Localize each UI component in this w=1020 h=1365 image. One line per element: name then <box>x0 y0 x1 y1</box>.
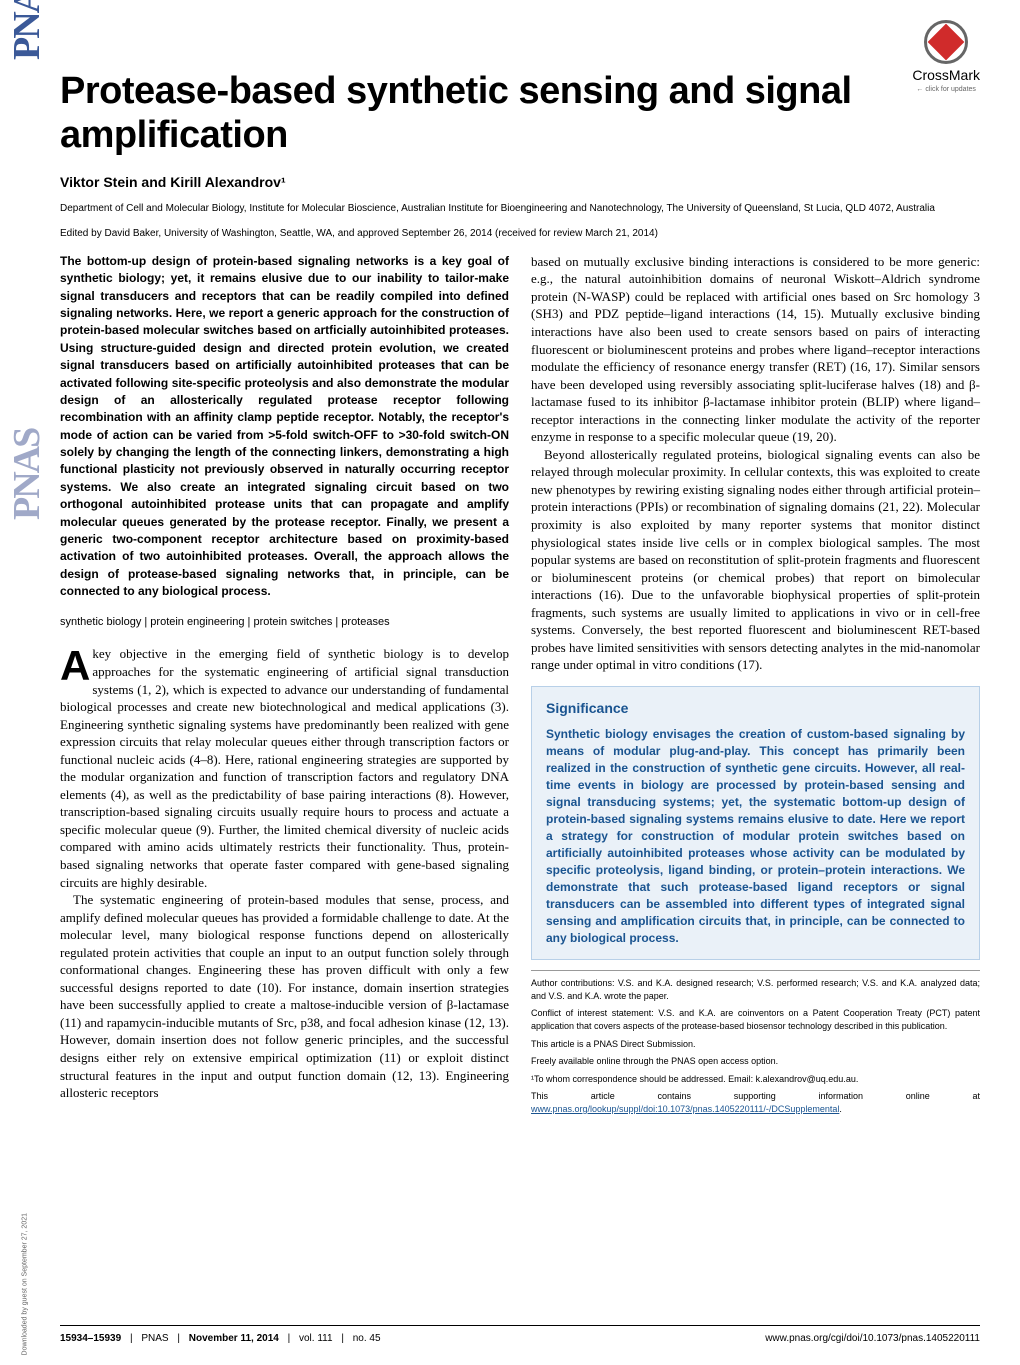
footer-pages: 15934–15939 <box>60 1333 121 1344</box>
fn-submission: This article is a PNAS Direct Submission… <box>531 1038 980 1051</box>
fn-freely: Freely available online through the PNAS… <box>531 1055 980 1068</box>
right-column: based on mutually exclusive binding inte… <box>531 253 980 1121</box>
footer-no: no. 45 <box>353 1333 381 1344</box>
fn-supplemental: This article contains supporting informa… <box>531 1090 980 1115</box>
fn-contributions: Author contributions: V.S. and K.A. desi… <box>531 977 980 1002</box>
significance-box: Significance Synthetic biology envisages… <box>531 686 980 960</box>
crossmark-icon <box>924 20 968 64</box>
col2-para-1: based on mutually exclusive binding inte… <box>531 253 980 446</box>
dropcap: A <box>60 645 92 684</box>
two-column-layout: The bottom-up design of protein-based si… <box>60 253 980 1121</box>
download-note: Downloaded by guest on September 27, 202… <box>21 1213 30 1355</box>
footer-journal: PNAS <box>141 1333 168 1344</box>
abstract: The bottom-up design of protein-based si… <box>60 253 509 601</box>
pnas-logo: PNAS <box>2 0 53 60</box>
supplemental-link[interactable]: www.pnas.org/lookup/suppl/doi:10.1073/pn… <box>531 1104 839 1114</box>
page-content: CrossMark ← click for updates Protease-b… <box>60 20 980 1345</box>
footer-date: November 11, 2014 <box>189 1333 279 1344</box>
page-footer: 15934–15939 | PNAS | November 11, 2014 |… <box>60 1325 980 1346</box>
fn-conflict: Conflict of interest statement: V.S. and… <box>531 1007 980 1032</box>
fn-correspondence: ¹To whom correspondence should be addres… <box>531 1073 980 1086</box>
col2-para-2: Beyond allosterically regulated proteins… <box>531 446 980 674</box>
edited-by: Edited by David Baker, University of Was… <box>60 227 980 245</box>
keywords: synthetic biology | protein engineering … <box>60 615 509 630</box>
author-footnotes: Author contributions: V.S. and K.A. desi… <box>531 970 980 1115</box>
crossmark-label: CrossMark <box>912 66 980 85</box>
affiliation: Department of Cell and Molecular Biology… <box>60 202 980 215</box>
footer-right: www.pnas.org/cgi/doi/10.1073/pnas.140522… <box>765 1332 980 1346</box>
crossmark-sublabel: ← click for updates <box>912 85 980 94</box>
significance-text: Synthetic biology envisages the creation… <box>546 726 965 947</box>
footer-vol: vol. 111 <box>299 1333 333 1344</box>
pnas-logo-repeat: PNAS <box>2 429 53 520</box>
left-column: The bottom-up design of protein-based si… <box>60 253 509 1121</box>
significance-heading: Significance <box>546 699 965 718</box>
para-2: The systematic engineering of protein-ba… <box>60 891 509 1102</box>
footer-left: 15934–15939 | PNAS | November 11, 2014 |… <box>60 1332 381 1346</box>
journal-sidebar: PNAS PNAS <box>0 0 40 1365</box>
crossmark-badge[interactable]: CrossMark ← click for updates <box>912 20 980 94</box>
authors-line: Viktor Stein and Kirill Alexandrov¹ <box>60 173 980 192</box>
para-1: key objective in the emerging field of s… <box>60 646 509 889</box>
body-text-right: based on mutually exclusive binding inte… <box>531 253 980 674</box>
body-text-left: Akey objective in the emerging field of … <box>60 645 509 1101</box>
article-title: Protease-based synthetic sensing and sig… <box>60 70 980 157</box>
